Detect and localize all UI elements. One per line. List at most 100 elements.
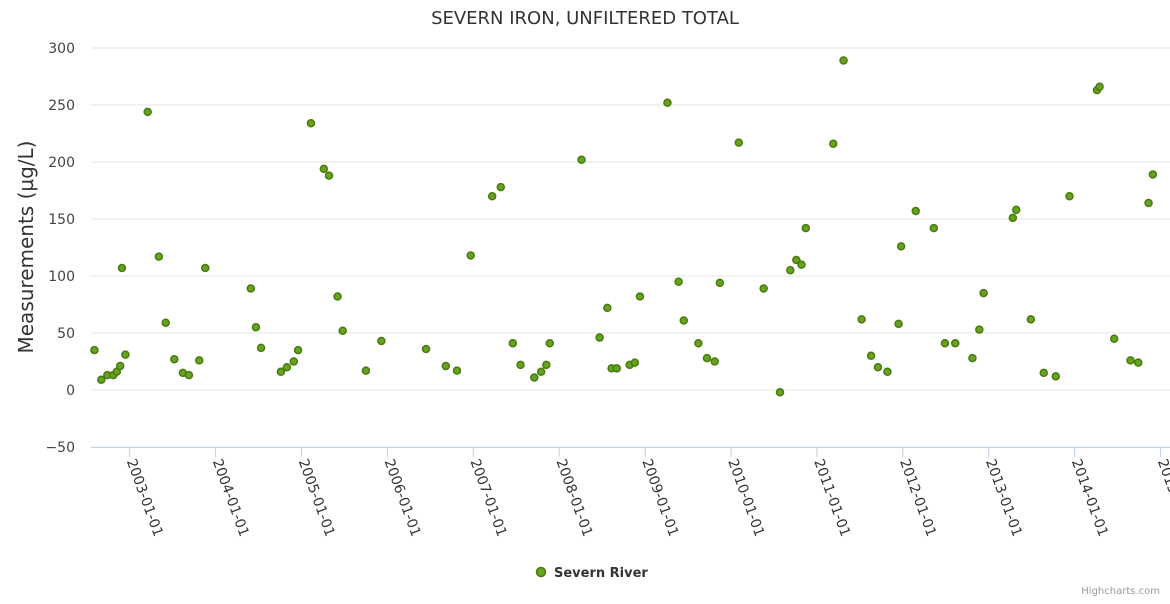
data-point[interactable] [839,56,848,65]
data-point[interactable] [595,333,604,342]
data-point[interactable] [536,367,546,377]
data-point[interactable] [377,336,386,346]
data-point[interactable] [829,139,838,149]
data-point[interactable] [975,325,984,334]
data-point[interactable] [542,360,551,370]
data-point[interactable] [1109,334,1119,343]
data-point[interactable] [170,354,179,364]
data-point[interactable] [97,375,106,384]
data-point[interactable] [251,323,261,332]
data-point[interactable] [702,353,712,363]
data-point[interactable] [911,206,920,216]
grid-lines [91,47,1170,448]
data-point[interactable] [1148,170,1158,179]
y-tick-label: 50 [57,326,75,342]
data-point[interactable] [663,98,672,107]
data-point[interactable] [201,263,210,273]
data-point[interactable] [1026,315,1036,324]
data-point[interactable] [466,251,475,260]
data-point[interactable] [496,182,506,192]
data-point[interactable] [282,362,292,372]
data-point[interactable] [276,367,286,377]
data-point[interactable] [929,223,939,233]
data-point[interactable] [333,292,342,301]
data-points[interactable] [90,56,1158,397]
data-point[interactable] [674,277,683,286]
data-point[interactable] [577,155,586,164]
data-point[interactable] [545,339,555,348]
data-point[interactable] [1065,191,1074,201]
data-point[interactable] [894,319,903,329]
data-point[interactable] [487,191,497,201]
data-point[interactable] [530,373,539,382]
data-point[interactable] [786,266,795,275]
data-point[interactable] [441,361,451,371]
y-tick-label: 200 [48,155,75,171]
data-point[interactable] [603,303,612,313]
data-point[interactable] [319,164,329,174]
data-point[interactable] [306,118,316,128]
data-point[interactable] [1133,358,1143,367]
data-point[interactable] [452,366,462,375]
data-point[interactable] [883,367,892,377]
data-point[interactable] [1039,368,1048,378]
data-point[interactable] [1008,213,1018,223]
data-point[interactable] [635,292,645,301]
data-point[interactable] [940,339,950,348]
data-point[interactable] [1126,356,1135,365]
data-point[interactable] [161,318,170,327]
data-point[interactable] [857,315,866,324]
data-point[interactable] [715,278,725,288]
data-point[interactable] [630,358,640,367]
data-point[interactable] [293,345,303,355]
data-point[interactable] [612,364,622,373]
data-point[interactable] [1144,198,1153,208]
data-point[interactable] [256,343,266,353]
legend-marker[interactable] [535,566,547,578]
data-point[interactable] [516,360,525,370]
data-point[interactable] [289,357,298,366]
data-point[interactable] [115,361,125,371]
data-point[interactable] [324,171,334,180]
x-tick-label: 2014-01-01 [1068,457,1111,539]
data-point[interactable] [873,362,883,372]
data-point[interactable] [979,288,988,298]
x-tick-label: 2006-01-01 [381,457,424,539]
data-point[interactable] [896,242,906,251]
data-point[interactable] [121,350,130,359]
data-point[interactable] [1051,372,1061,381]
data-point[interactable] [1011,205,1021,215]
data-point[interactable] [775,388,785,397]
data-point[interactable] [734,138,744,147]
data-point[interactable] [679,316,689,325]
data-point[interactable] [694,339,703,348]
data-point[interactable] [1095,82,1104,92]
data-point[interactable] [117,263,127,273]
data-point[interactable] [194,356,204,365]
x-tick-label: 2015-01-01 [1154,457,1170,539]
legend-item-severn-river[interactable]: Severn River [554,566,648,581]
data-point[interactable] [143,107,152,117]
data-point[interactable] [90,345,99,355]
data-point[interactable] [968,353,977,363]
data-point[interactable] [792,255,801,265]
data-point[interactable] [866,351,876,361]
data-point[interactable] [508,339,518,348]
data-point[interactable] [759,284,768,293]
data-point[interactable] [951,339,960,348]
credits-link[interactable]: Highcharts.com [1081,586,1160,597]
x-tick-label: 2008-01-01 [552,457,595,539]
data-point[interactable] [154,252,164,261]
data-point[interactable] [797,260,806,269]
data-point[interactable] [421,344,431,354]
y-axis-ticks: −50 0 50 100 150 200 250 300 [45,41,75,456]
x-tick-label: 2010-01-01 [724,457,767,539]
legend[interactable]: Severn River [535,566,649,581]
data-point[interactable] [184,370,194,380]
data-point[interactable] [338,326,347,335]
data-point[interactable] [710,357,719,366]
data-point[interactable] [246,284,256,293]
data-point[interactable] [361,366,371,375]
data-point[interactable] [801,223,811,233]
